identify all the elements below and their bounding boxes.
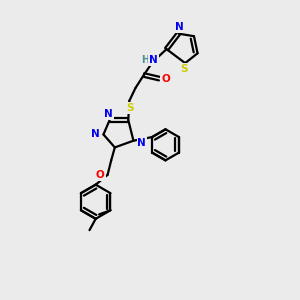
Text: N: N (91, 130, 100, 140)
Text: O: O (96, 170, 105, 180)
Text: N: N (149, 55, 158, 65)
Text: N: N (104, 109, 113, 119)
Text: H: H (141, 55, 149, 65)
Text: S: S (127, 103, 134, 113)
Text: O: O (161, 74, 170, 84)
Text: S: S (180, 64, 188, 74)
Text: N: N (175, 22, 184, 32)
Text: N: N (137, 138, 146, 148)
